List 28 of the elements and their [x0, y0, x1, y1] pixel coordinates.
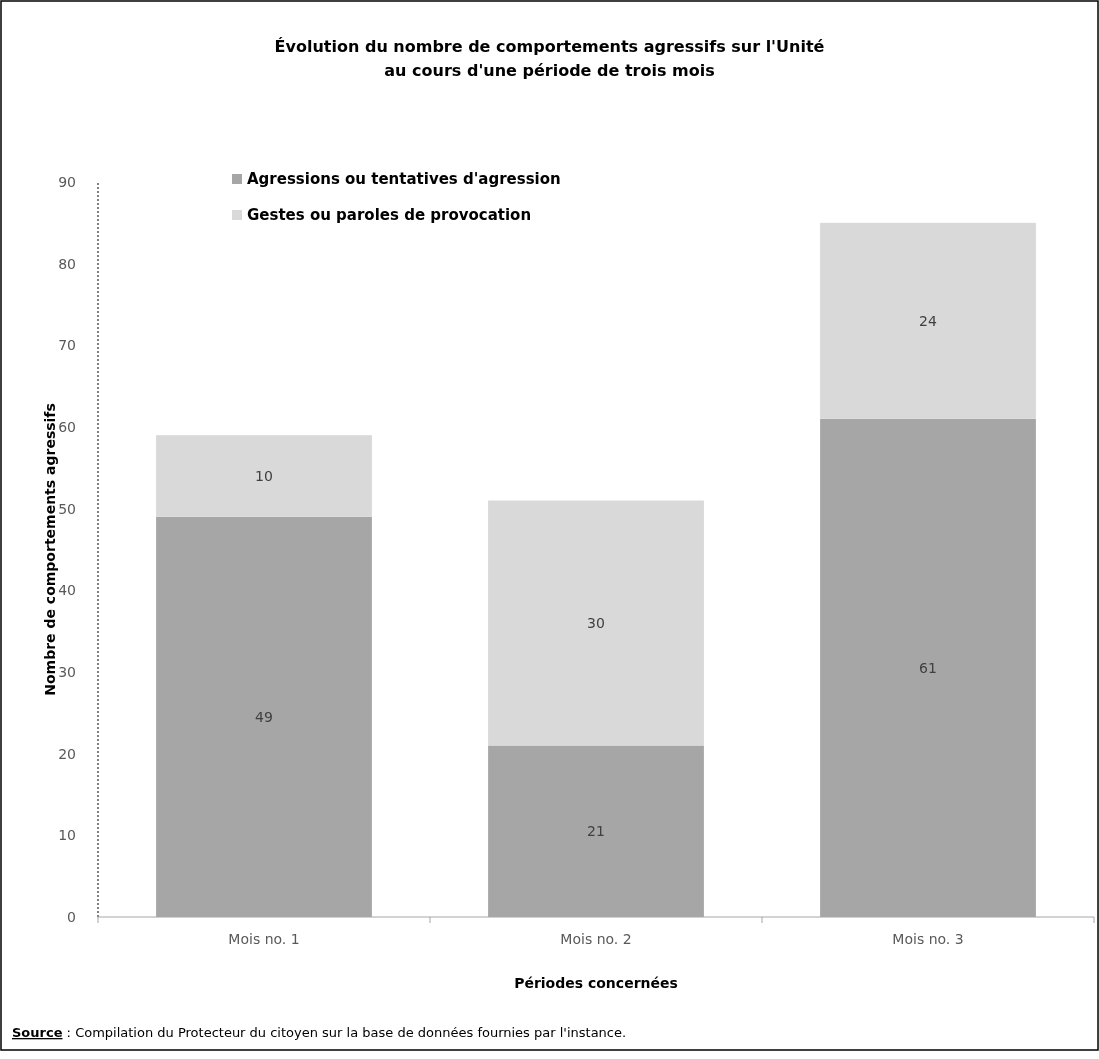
data-label: 24	[919, 312, 937, 329]
y-tick-label: 60	[58, 418, 76, 435]
legend-label: Agressions ou tentatives d'agression	[247, 170, 561, 189]
y-tick-label: 0	[67, 908, 76, 925]
y-tick-label: 30	[58, 663, 76, 680]
data-label: 30	[587, 614, 605, 631]
data-label: 21	[587, 823, 605, 840]
x-tick-label: Mois no. 1	[228, 931, 300, 947]
y-tick-label: 90	[58, 173, 76, 190]
bar	[488, 500, 704, 746]
y-tick-label: 50	[58, 500, 76, 517]
y-tick-label: 20	[58, 745, 76, 762]
x-tick-label: Mois no. 3	[892, 931, 964, 947]
x-axis-title: Périodes concernées	[514, 975, 678, 991]
data-label: 61	[919, 659, 937, 676]
source-note: Source : Compilation du Protecteur du citoyen sur la base de données fournies par l'instance.	[12, 1025, 627, 1040]
data-label: 10	[255, 467, 273, 484]
y-tick-label: 40	[58, 582, 76, 599]
legend-label: Gestes ou paroles de provocation	[247, 206, 532, 225]
x-tick-label: Mois no. 2	[560, 931, 632, 947]
y-tick-label: 10	[58, 827, 76, 844]
y-axis-title: Nombre de comportements agressifs	[42, 403, 58, 696]
y-tick-label: 80	[58, 255, 76, 272]
chart-title: Évolution du nombre de comportements agressifs sur l'Unité au cours d'une période de trois mois	[274, 37, 825, 80]
data-label: 49	[255, 708, 273, 725]
bar	[820, 222, 1036, 419]
y-tick-label: 70	[58, 337, 76, 354]
bar	[156, 435, 372, 517]
